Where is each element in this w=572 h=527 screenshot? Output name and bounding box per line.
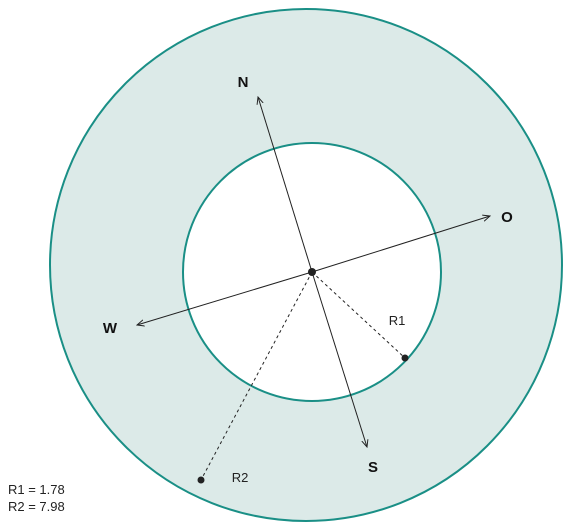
north-axis — [258, 97, 313, 273]
r1-point — [401, 354, 409, 362]
south-axis — [311, 271, 367, 447]
east-axis — [311, 216, 490, 273]
south-label: S — [368, 459, 378, 476]
west-label: W — [103, 320, 118, 337]
west-axis — [137, 271, 313, 325]
north-label: N — [238, 74, 249, 91]
r1-label: R1 — [389, 313, 406, 328]
east-label: O — [501, 209, 513, 226]
r2-point — [197, 476, 205, 484]
r2-value: R2 = 7.98 — [8, 499, 65, 514]
r1-value: R1 = 1.78 — [8, 482, 65, 497]
r2-label: R2 — [232, 470, 249, 485]
center-point — [308, 268, 316, 276]
